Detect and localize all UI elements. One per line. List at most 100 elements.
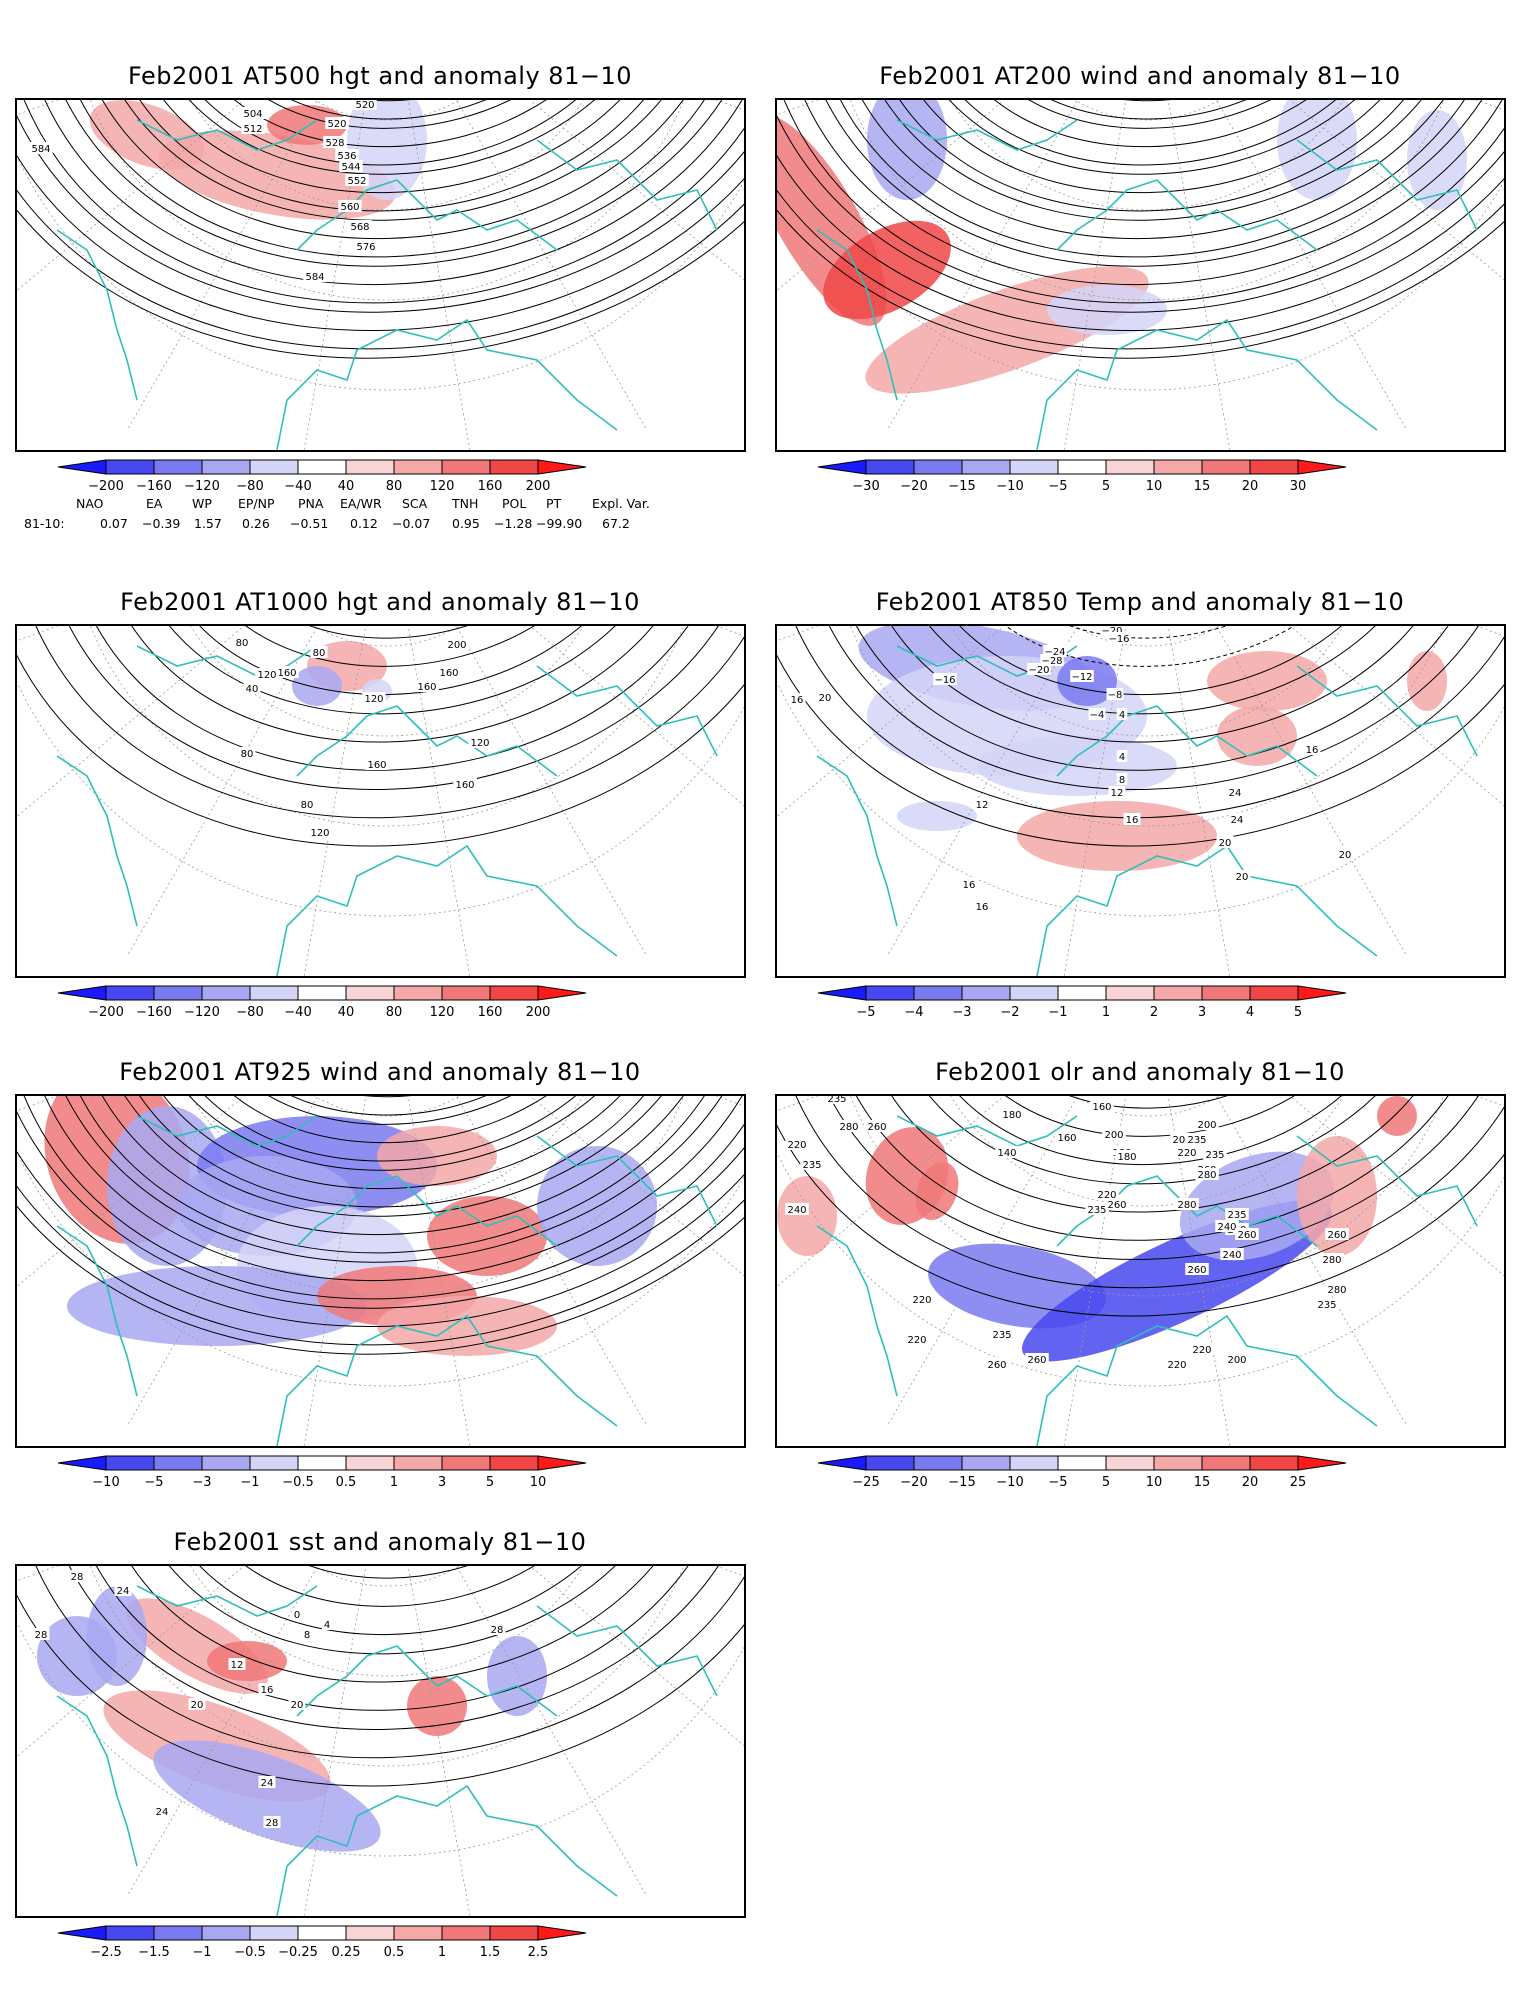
colorbar-tick-label: −120 <box>184 1005 220 1020</box>
svg-text:28: 28 <box>35 1630 48 1641</box>
svg-text:512: 512 <box>243 124 262 135</box>
contour-label: 235 <box>1203 1148 1227 1161</box>
svg-text:16: 16 <box>1126 815 1139 826</box>
colorbar-tick-label: −80 <box>236 479 263 494</box>
index-header: SCA <box>402 496 428 511</box>
contour-line <box>23 100 744 304</box>
contour-label: 8 <box>301 1628 313 1641</box>
index-header: EP/NP <box>238 496 275 511</box>
contour-label: 80 <box>298 798 316 811</box>
contour-label: 240 <box>1220 1248 1244 1261</box>
contour-label: 260 <box>1025 1353 1049 1366</box>
contour-label: 16 <box>1303 743 1321 756</box>
colorbar-segment <box>249 1925 299 1941</box>
svg-text:240: 240 <box>1222 1250 1241 1261</box>
colorbar-segment <box>961 1455 1011 1471</box>
contour-label: −24 <box>1043 645 1067 658</box>
svg-text:504: 504 <box>243 109 262 120</box>
coastline <box>296 705 558 777</box>
longitude-line <box>886 626 1079 957</box>
colorbar-min-arrow <box>57 1925 107 1941</box>
coastline <box>1036 1314 1378 1446</box>
colorbar-tick-label: −4 <box>904 1005 923 1020</box>
streamline <box>291 1096 487 1116</box>
panel-at1000-hgt: Feb2001 AT1000 hgt and anomaly 81−10 80 8… <box>0 560 760 1030</box>
contour-line <box>205 100 576 166</box>
longitude-line <box>455 100 648 431</box>
colorbar-segment <box>913 1455 963 1471</box>
colorbar-tick-label: 120 <box>430 479 455 494</box>
colorbar-labels: −30 −20 −15 −10 −5 5 10 15 20 30 <box>852 479 1306 494</box>
contour-label: 20 <box>816 691 834 704</box>
contour-line <box>1005 1096 1295 1137</box>
svg-text:24: 24 <box>1231 815 1244 826</box>
streamline <box>783 100 1504 304</box>
colorbar-tick-label: 1 <box>1102 1005 1110 1020</box>
contour-label: −20 <box>1100 626 1124 637</box>
latitude-circle <box>1074 1096 1220 1117</box>
colorbar-segment <box>249 1455 299 1471</box>
colorbar-tick-label: 0.5 <box>384 1945 405 1960</box>
index-header: PNA <box>298 496 324 511</box>
panel-title: Feb2001 AT850 Temp and anomaly 81−10 <box>875 588 1405 616</box>
svg-text:160: 160 <box>277 668 296 679</box>
contour-line <box>189 100 595 175</box>
svg-text:520: 520 <box>355 100 374 111</box>
longitude-line <box>1167 626 1231 976</box>
colorbar-min-arrow <box>57 1455 107 1471</box>
index-value: −0.39 <box>142 516 181 531</box>
colorbar-tick-label: 25 <box>1290 1475 1307 1490</box>
svg-text:235: 235 <box>1087 1205 1106 1216</box>
colorbar-tick-label: 1.5 <box>480 1945 501 1960</box>
svg-text:20: 20 <box>291 1700 304 1711</box>
contour-label: 200 <box>445 638 469 651</box>
colorbar-tick-label: 20 <box>1242 479 1259 494</box>
svg-text:24: 24 <box>1229 788 1242 799</box>
contour-line <box>777 1123 1504 1317</box>
colorbar-tick-label: −0.25 <box>278 1945 318 1960</box>
map-sst: 28 24 28 20 0 4 8 12 16 20 24 28 24 28 <box>15 1564 746 1918</box>
svg-text:20: 20 <box>1219 838 1232 849</box>
coastline <box>1056 705 1318 777</box>
contour-label: 584 <box>303 270 327 283</box>
svg-text:260: 260 <box>987 1360 1006 1371</box>
colorbar-tick-label: 5 <box>1102 479 1110 494</box>
contour-label: 160 <box>365 758 389 771</box>
colorbar-tick-label: −10 <box>996 479 1023 494</box>
panel-title: Feb2001 AT500 hgt and anomaly 81−10 <box>128 62 632 90</box>
index-value: −0.07 <box>392 516 431 531</box>
svg-text:140: 140 <box>997 1148 1016 1159</box>
streamline <box>205 1096 576 1162</box>
svg-text:260: 260 <box>867 1122 886 1133</box>
colorbar-labels: −5 −4 −3 −2 −1 1 2 3 4 5 <box>856 1005 1302 1020</box>
contour-line <box>929 1096 1376 1185</box>
longitude-line <box>455 626 648 957</box>
colorbar-tick-label: 15 <box>1194 479 1211 494</box>
colorbar-segment <box>393 459 443 475</box>
colorbar-segment <box>1057 985 1107 1001</box>
anomaly-shading <box>487 1636 547 1716</box>
streamline <box>189 1096 595 1171</box>
contour-label: 260 <box>1185 1263 1209 1276</box>
panel-title: Feb2001 AT200 wind and anomaly 81−10 <box>879 62 1401 90</box>
streamline <box>840 100 1465 258</box>
colorbar-segment <box>1249 459 1299 475</box>
svg-text:568: 568 <box>350 222 369 233</box>
index-value: −99.90 <box>536 516 583 531</box>
map-at925-wind <box>15 1094 746 1448</box>
colorbar-tick-label: −20 <box>900 479 927 494</box>
svg-text:160: 160 <box>367 760 386 771</box>
svg-text:16: 16 <box>1306 745 1319 756</box>
panel-sst: Feb2001 sst and anomaly 81−10 28 24 28 20 0 4… <box>0 1500 760 1980</box>
contour-label: 16 <box>960 878 978 891</box>
anomaly-shading <box>897 801 977 831</box>
panel-at500-hgt: Feb2001 AT500 hgt and anomaly 81−10 584 5… <box>0 0 760 560</box>
svg-text:220: 220 <box>1097 1190 1116 1201</box>
colorbar-tick-label: −3 <box>192 1475 211 1490</box>
svg-text:235: 235 <box>1227 1210 1246 1221</box>
contour-line <box>245 626 535 667</box>
contour-line <box>856 626 1449 771</box>
colorbar-segment <box>393 1925 443 1941</box>
svg-text:16: 16 <box>791 695 804 706</box>
